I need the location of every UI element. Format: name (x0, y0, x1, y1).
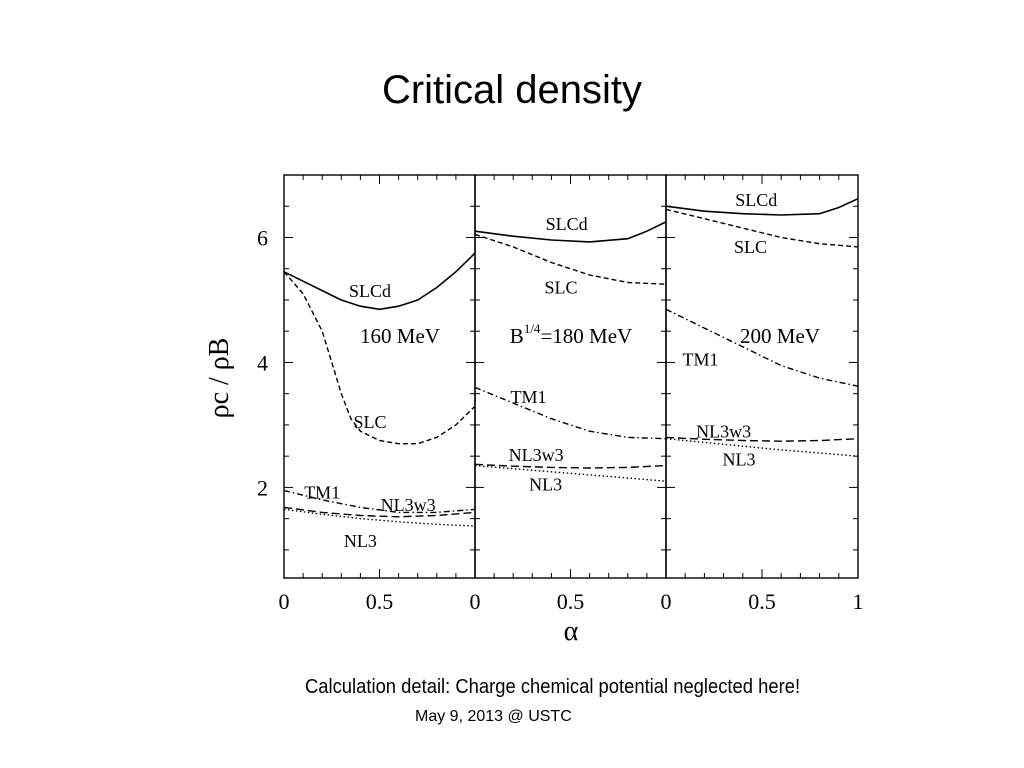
x-tick-label: 0 (279, 589, 290, 614)
series-line-nl3 (283, 508, 476, 527)
series-line-slc (665, 208, 859, 248)
y-tick-label: 6 (257, 225, 268, 250)
y-tick-label: 4 (257, 350, 268, 375)
x-tick-label: 0.5 (557, 589, 585, 614)
curve-label-tm1: TM1 (683, 350, 719, 370)
curve-label-slc: SLC (353, 412, 386, 432)
series-line-tm1 (283, 489, 476, 514)
curve-label-tm1: TM1 (510, 387, 546, 407)
series-line-nl3w3 (283, 506, 476, 518)
curve-label-slcd: SLCd (735, 190, 777, 210)
curve-label-nl3w3: NL3w3 (509, 445, 564, 465)
y-tick-label: 2 (257, 475, 268, 500)
series-line-nl3w3 (474, 463, 667, 469)
x-axis-label: α (564, 616, 579, 647)
series-line-tm1 (474, 386, 667, 440)
curve-label-slcd: SLCd (349, 281, 391, 301)
series-line-nl3w3 (665, 436, 859, 442)
series-line-slcd (665, 197, 859, 216)
curve-label-nl3w3: NL3w3 (696, 421, 751, 441)
panel-label-2: B1/4=180 MeV (510, 321, 632, 348)
curve-label-nl3: NL3 (344, 531, 377, 551)
curve-label-nl3: NL3 (529, 475, 562, 495)
panel-frame-1 (283, 174, 476, 579)
curve-label-slc: SLC (734, 237, 767, 257)
series-line-slc (283, 271, 476, 445)
footer-date: May 9, 2013 @ USTC (415, 708, 572, 725)
series-line-nl3 (474, 464, 667, 482)
y-axis-label: ρc / ρB (204, 338, 235, 419)
x-tick-label: 0.5 (748, 589, 776, 614)
series-line-slcd (474, 221, 667, 243)
x-tick-label: 0.5 (366, 589, 394, 614)
panel-label-3: 200 MeV (740, 324, 820, 348)
curve-label-nl3: NL3 (722, 450, 755, 470)
panel-frame-3 (665, 174, 859, 579)
curve-label-nl3w3: NL3w3 (381, 495, 436, 515)
series-line-nl3 (665, 438, 859, 457)
calculation-note: Calculation detail: Charge chemical pote… (305, 676, 801, 698)
series-line-slc (474, 233, 667, 285)
slide-title: Critical density (381, 68, 643, 112)
panel-label-1: 160 MeV (360, 324, 440, 348)
curve-label-slcd: SLCd (546, 214, 588, 234)
x-tick-label: 1 (853, 589, 864, 614)
x-tick-label: 0 (470, 589, 481, 614)
curve-label-slc: SLC (544, 278, 577, 298)
x-tick-label: 0 (661, 589, 672, 614)
series-line-slcd (283, 252, 476, 311)
curve-label-tm1: TM1 (304, 483, 340, 503)
